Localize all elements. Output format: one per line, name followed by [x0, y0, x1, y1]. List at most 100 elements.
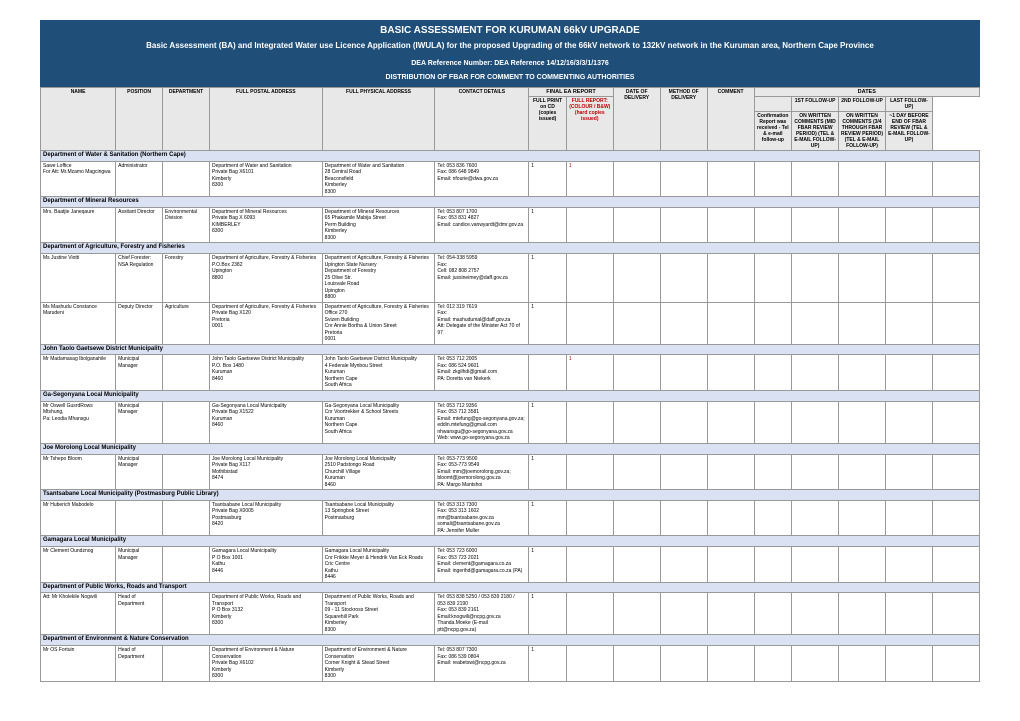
cell: Municipal Manager [116, 355, 163, 391]
cell [839, 454, 886, 490]
cell [613, 401, 660, 443]
cell: Joe Morolong Local Municipality Private … [209, 454, 322, 490]
cell: 1 [529, 302, 567, 344]
cell: Att: Mr Kholekile Nogwili [41, 593, 116, 635]
cell: Tel: 053 836 7600 Fax: 086 648 9849 Emai… [435, 161, 529, 197]
cell [707, 646, 754, 682]
col-name: NAME [41, 87, 116, 150]
cell [707, 500, 754, 536]
cell [885, 254, 932, 303]
cell [885, 401, 932, 443]
col-fu1s: ON WRITTEN COMMENTS (MID FBAR REVIEW PER… [792, 111, 839, 150]
cell [116, 500, 163, 536]
cell: Department of Agriculture, Forestry & Fi… [209, 254, 322, 303]
cell [707, 161, 754, 197]
cell: 1 [529, 254, 567, 303]
cell [839, 547, 886, 583]
section-header: Department of Mineral Resources [41, 197, 980, 208]
cell [707, 302, 754, 344]
cell [885, 454, 932, 490]
cell [885, 646, 932, 682]
cell [754, 454, 792, 490]
cell: Tsantsabane Local Municipality Private B… [209, 500, 322, 536]
cell [163, 500, 210, 536]
cell [660, 500, 707, 536]
cell: Ga-Segonyana Local Municipality Cnr Voor… [322, 401, 435, 443]
table-row: Ms Justine ViottiChief Forester: NSA Reg… [41, 254, 980, 303]
title-2: Basic Assessment (BA) and Integrated Wat… [48, 40, 972, 51]
cell [932, 500, 979, 536]
cell: Department of Public Works, Roads and Tr… [209, 593, 322, 635]
table-row: Ms Mashudu Constance MarudeniDeputy Dire… [41, 302, 980, 344]
cell: John Taolo Gaetsewe District Municipalit… [209, 355, 322, 391]
cell [163, 593, 210, 635]
cell: Head of Department [116, 646, 163, 682]
cell [839, 593, 886, 635]
table-row: Mr Clement OundznogMunicipal ManagerGama… [41, 547, 980, 583]
cell [613, 207, 660, 243]
cell: Environmental Division [163, 207, 210, 243]
cell [529, 355, 567, 391]
cell: 1 [529, 161, 567, 197]
cell [660, 454, 707, 490]
cell [754, 547, 792, 583]
cell [163, 646, 210, 682]
cell [839, 254, 886, 303]
table-row: Mr Oswell GusrdRows Mtshung, Pa: Leodia … [41, 401, 980, 443]
cell [754, 355, 792, 391]
cell: Mr Tshepo Bloom [41, 454, 116, 490]
cell: Municipal Manager [116, 401, 163, 443]
cell [792, 646, 839, 682]
section-header: Department of Agriculture, Forestry and … [41, 243, 980, 254]
table-row: Att: Mr Kholekile NogwiliHead of Departm… [41, 593, 980, 635]
cell: Mr Oswell GusrdRows Mtshung, Pa: Leodia … [41, 401, 116, 443]
cell: Tel: 054-338 5959 Fax: Cell: 082 808 275… [435, 254, 529, 303]
distribution-line: DISTRIBUTION OF FBAR FOR COMMENT TO COMM… [48, 73, 972, 83]
cell: Department of Agriculture, Forestry & Fi… [322, 302, 435, 344]
cell [613, 593, 660, 635]
cell [566, 547, 613, 583]
cell [839, 401, 886, 443]
cell: Administrator [116, 161, 163, 197]
title-1: BASIC ASSESSMENT FOR KURUMAN 66kV UPGRAD… [48, 24, 972, 38]
cell [707, 547, 754, 583]
cell [613, 500, 660, 536]
cell [839, 161, 886, 197]
cell [163, 454, 210, 490]
cell [839, 207, 886, 243]
cell: 1 [529, 207, 567, 243]
cell [613, 161, 660, 197]
table-row: Mr OS FortuinHead of DepartmentDepartmen… [41, 646, 980, 682]
col-comment: COMMENT [707, 87, 754, 150]
cell: Municipal Manager [116, 547, 163, 583]
cell [885, 161, 932, 197]
cell: Tel: 012 319 7619 Fax: Email: mashudumal… [435, 302, 529, 344]
cell [754, 254, 792, 303]
table-row: Mr Huberich MabodeloTsantsabane Local Mu… [41, 500, 980, 536]
cell: Agriculture [163, 302, 210, 344]
col-dates: DATES [754, 87, 979, 96]
cell [754, 646, 792, 682]
cell [932, 454, 979, 490]
cell [932, 254, 979, 303]
cell: 1 [529, 646, 567, 682]
table-row: Mr Tshepo BloomMunicipal ManagerJoe Moro… [41, 454, 980, 490]
cell [932, 401, 979, 443]
cell [566, 500, 613, 536]
cell [792, 593, 839, 635]
cell: Ms Mashudu Constance Marudeni [41, 302, 116, 344]
col-fu3: LAST FOLLOW-UP) [885, 96, 932, 111]
cell [792, 254, 839, 303]
cell [660, 401, 707, 443]
cell [932, 355, 979, 391]
col-fu1: 1ST FOLLOW-UP [792, 96, 839, 111]
cell [163, 161, 210, 197]
cell: Tel: 053 723 6000 Fax: 053 723 2021 Emai… [435, 547, 529, 583]
cell [660, 593, 707, 635]
col-date-delivery: DATE OF DELIVERY [613, 87, 660, 150]
cell [660, 547, 707, 583]
cell: Tsantsabane Local Municipality 13 Spring… [322, 500, 435, 536]
cell [707, 401, 754, 443]
cell [613, 454, 660, 490]
cell [792, 302, 839, 344]
